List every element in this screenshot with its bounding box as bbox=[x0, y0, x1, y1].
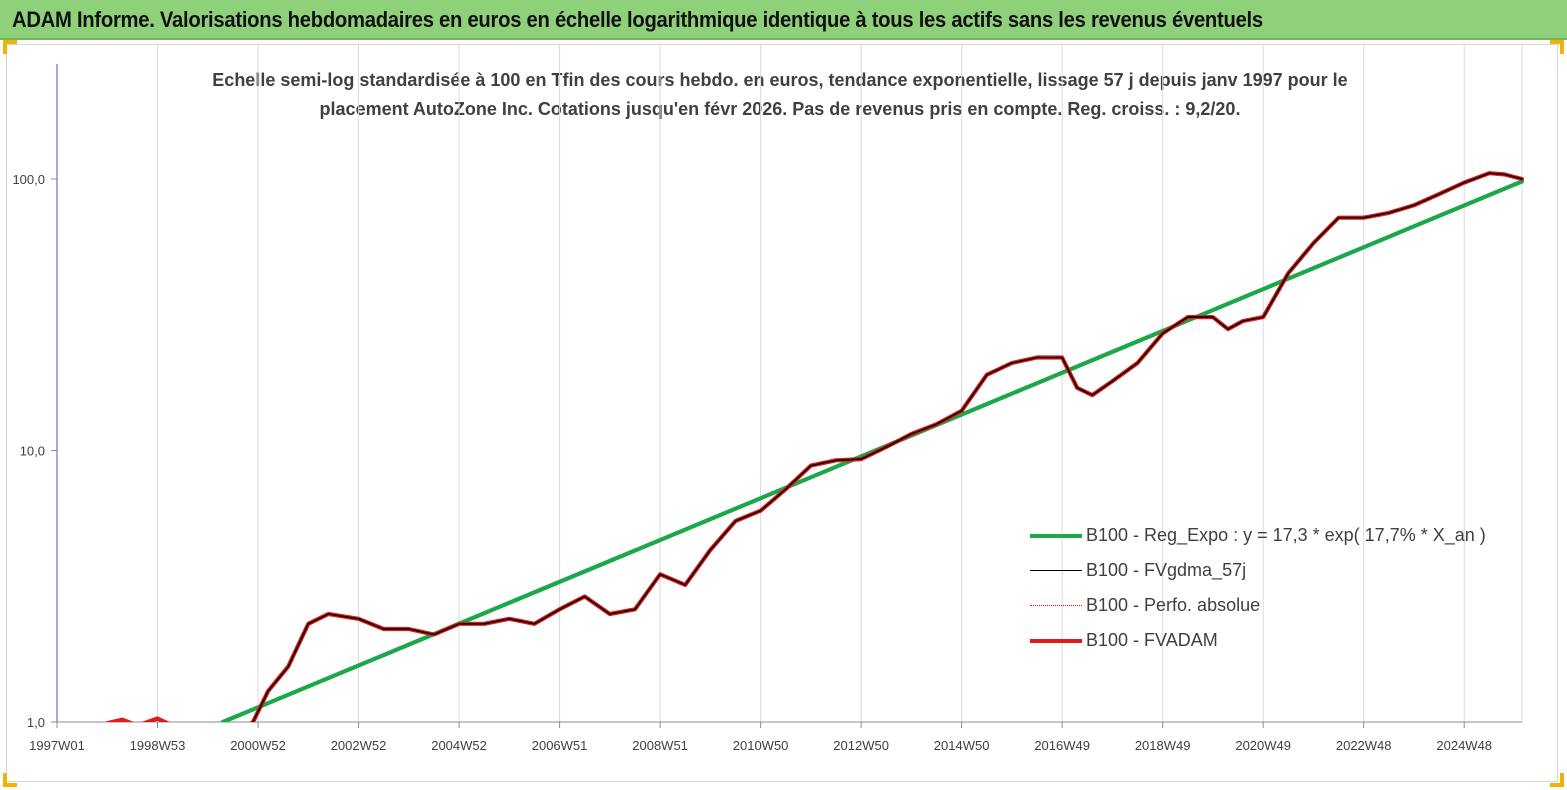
axes bbox=[51, 64, 1522, 728]
x-tick-label: 2006W51 bbox=[532, 738, 588, 753]
x-tick-label: 1998W53 bbox=[130, 738, 186, 753]
x-tick-label: 2024W48 bbox=[1436, 738, 1492, 753]
legend-label: B100 - FVADAM bbox=[1086, 630, 1218, 650]
x-tick-label: 2016W49 bbox=[1034, 738, 1090, 753]
legend-swatch bbox=[1030, 605, 1082, 606]
grid-lines bbox=[157, 44, 1523, 722]
x-tick-label: 2020W49 bbox=[1235, 738, 1291, 753]
x-tick-label: 2014W50 bbox=[934, 738, 990, 753]
legend-label: B100 - Perfo. absolue bbox=[1086, 595, 1261, 615]
series-lines bbox=[105, 171, 1524, 722]
corner-mark-bottom-left bbox=[3, 773, 17, 787]
legend-swatch bbox=[1030, 638, 1082, 643]
x-tick-label: 2010W50 bbox=[733, 738, 789, 753]
corner-mark-top-right bbox=[1550, 40, 1564, 54]
y-tick-label: 100,0 bbox=[12, 172, 45, 187]
x-tick-label: 2000W52 bbox=[230, 738, 286, 753]
banner-title: ADAM Informe. Valorisations hebdomadaire… bbox=[12, 7, 1263, 32]
legend-label: B100 - FVgdma_57j bbox=[1086, 560, 1247, 580]
tick-labels: 1,0 10,0 100,0 1997W01 1998W53 2000W52 2002W52… bbox=[12, 172, 1492, 753]
x-tick-label: 2008W51 bbox=[632, 738, 688, 753]
legend-item: B100 - FVgdma_57j bbox=[1030, 553, 1510, 588]
legend-item: B100 - Reg_Expo : y = 17,3 * exp( 17,7% … bbox=[1030, 518, 1510, 553]
chart-title: Echelle semi-log standardisée à 100 en T… bbox=[212, 70, 1348, 119]
legend-swatch bbox=[1030, 570, 1082, 571]
x-tick-label: 2004W52 bbox=[431, 738, 487, 753]
x-tick-label: 2002W52 bbox=[331, 738, 387, 753]
x-tick-label: 1997W01 bbox=[29, 738, 85, 753]
corner-mark-bottom-right bbox=[1550, 773, 1564, 787]
title-banner: ADAM Informe. Valorisations hebdomadaire… bbox=[0, 0, 1567, 40]
corner-mark-top-left bbox=[3, 40, 17, 54]
x-tick-label: 2022W48 bbox=[1336, 738, 1392, 753]
x-tick-label: 2018W49 bbox=[1135, 738, 1191, 753]
legend: B100 - Reg_Expo : y = 17,3 * exp( 17,7% … bbox=[1030, 518, 1510, 658]
x-tick-label: 2012W50 bbox=[833, 738, 889, 753]
legend-swatch bbox=[1030, 533, 1082, 538]
legend-item: B100 - FVADAM bbox=[1030, 623, 1510, 658]
legend-label: B100 - Reg_Expo : y = 17,3 * exp( 17,7% … bbox=[1086, 525, 1486, 545]
chart-frame bbox=[6, 44, 1558, 782]
series-line-b100-fvgdma-57j bbox=[251, 172, 1523, 722]
y-tick-label: 1,0 bbox=[27, 715, 45, 730]
legend-item: B100 - Perfo. absolue bbox=[1030, 588, 1510, 623]
y-tick-label: 10,0 bbox=[20, 444, 45, 459]
